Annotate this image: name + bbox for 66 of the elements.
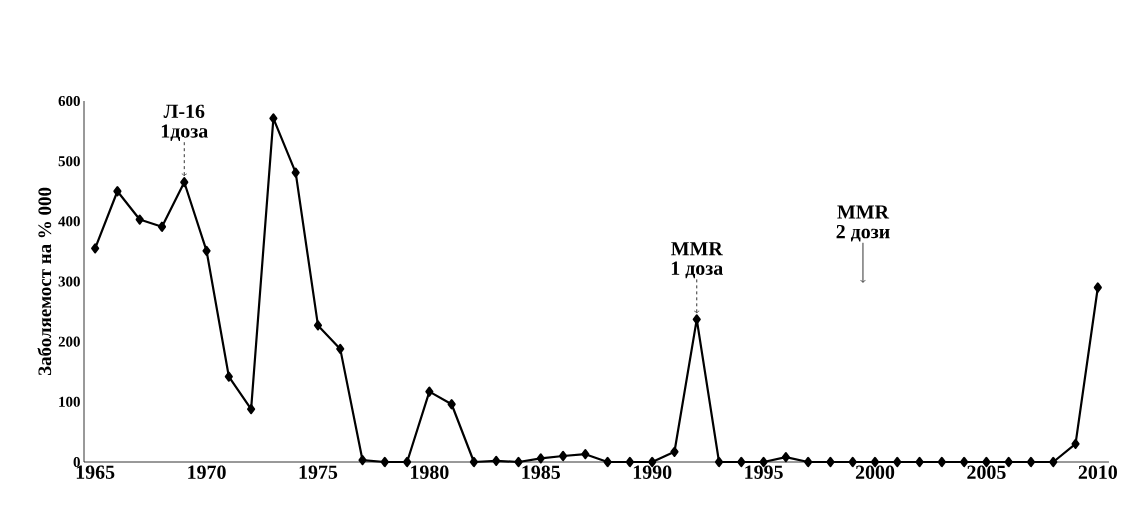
x-tick-label: 1985 <box>522 465 560 479</box>
x-tick-label: 2005 <box>967 465 1006 479</box>
x-tick-label: 2000 <box>855 465 895 479</box>
point <box>804 456 813 468</box>
point <box>581 449 590 460</box>
y-tick-label: 300 <box>58 276 80 287</box>
point <box>157 221 167 232</box>
point <box>313 320 323 331</box>
x-tick-label: 1980 <box>411 465 449 479</box>
point <box>1071 438 1080 450</box>
point <box>826 456 835 468</box>
point <box>1004 456 1013 468</box>
annotation: 1доза <box>161 124 208 142</box>
point <box>247 403 256 415</box>
point <box>692 314 701 325</box>
point <box>737 456 746 468</box>
point <box>447 399 456 410</box>
point <box>358 455 367 466</box>
point <box>558 450 568 462</box>
annotation: Л-16 <box>163 104 205 118</box>
point <box>291 167 300 178</box>
x-tick-label: 1990 <box>633 465 672 479</box>
annotation: MMR <box>837 205 890 219</box>
point <box>403 456 412 468</box>
x-tick-label: 1995 <box>745 465 783 479</box>
y-tick-label: 200 <box>58 336 80 347</box>
point <box>1049 456 1058 468</box>
point <box>380 456 389 468</box>
annotation: MMR <box>671 242 723 256</box>
point <box>269 113 278 124</box>
point <box>135 214 144 225</box>
x-tick-label: 1965 <box>76 465 115 479</box>
point <box>1093 282 1102 293</box>
annotation: 1 доза <box>671 261 723 279</box>
x-tick-label: 1970 <box>188 465 226 479</box>
point <box>514 456 523 468</box>
y-tick-label: 500 <box>58 156 80 167</box>
point <box>848 456 857 468</box>
point <box>625 456 634 468</box>
point <box>937 456 946 468</box>
point <box>469 456 479 468</box>
point <box>425 386 434 397</box>
point <box>670 446 679 457</box>
point <box>224 371 233 382</box>
point <box>180 177 189 188</box>
y-tick-label: 100 <box>59 396 80 407</box>
point <box>960 456 969 468</box>
x-tick-label: 1975 <box>299 465 338 479</box>
point <box>1026 456 1036 468</box>
y-tick-label: 0 <box>73 456 80 468</box>
point <box>714 456 724 468</box>
point <box>113 186 122 197</box>
y-tick-label: 600 <box>58 95 80 107</box>
point <box>893 456 902 468</box>
annotation: 2 дози <box>836 224 890 242</box>
point <box>336 343 345 354</box>
y-axis-title: Заболяемост на % 000 <box>37 187 52 376</box>
point <box>91 243 100 254</box>
point <box>492 455 501 466</box>
point <box>536 453 545 464</box>
point <box>781 452 790 463</box>
point <box>202 245 211 256</box>
x-tick-label: 2010 <box>1078 465 1117 479</box>
y-tick-label: 400 <box>58 216 80 227</box>
point <box>603 456 612 468</box>
point <box>915 456 924 468</box>
